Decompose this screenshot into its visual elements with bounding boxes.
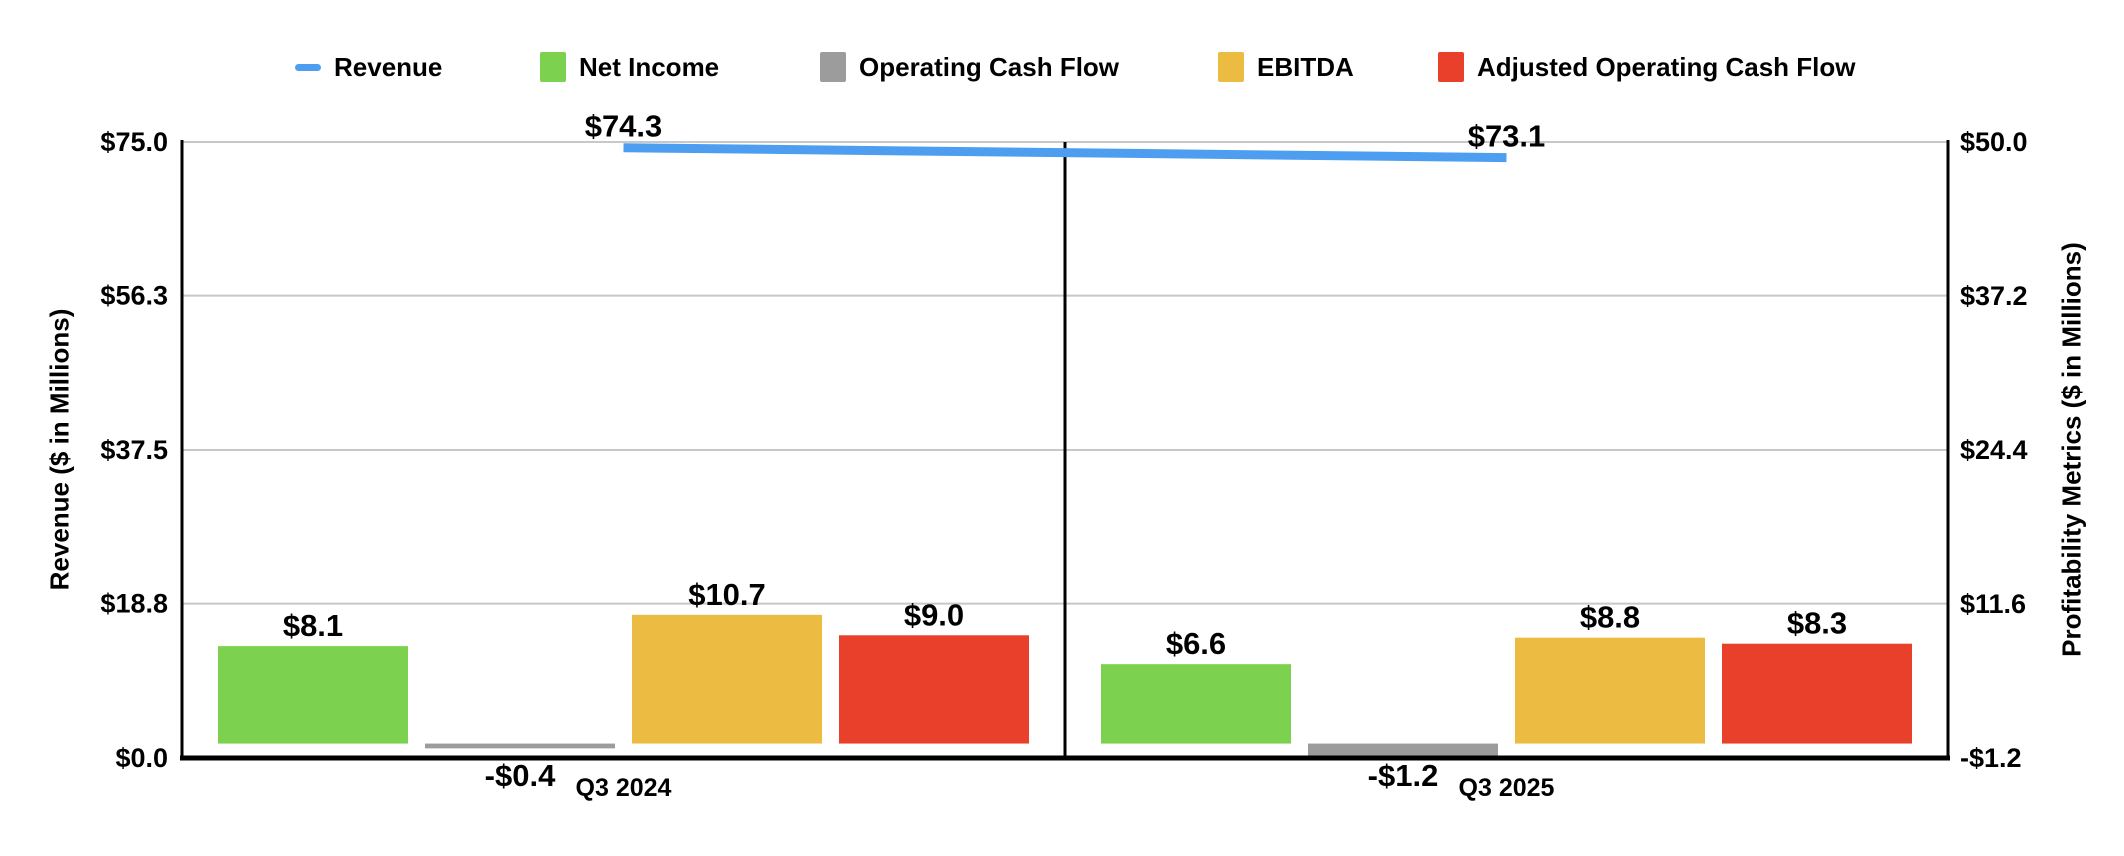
left-axis-tick: $56.3: [100, 281, 168, 311]
line-value-label: $74.3: [585, 109, 663, 144]
left-axis-tick: $37.5: [100, 435, 168, 465]
bar-ebitda-q3-2024[interactable]: [632, 614, 822, 744]
legend: Revenue Net Income Operating Cash Flow E…: [0, 0, 2124, 100]
net-income-swatch-icon: [540, 52, 566, 82]
adjusted-operating-cash-flow-swatch-icon: [1438, 52, 1464, 82]
line-value-label: $73.1: [1468, 119, 1546, 154]
bar-value-label: $8.3: [1787, 606, 1847, 641]
bar-operating-cash-flow-q3-2024[interactable]: [425, 743, 615, 749]
legend-label: Net Income: [579, 51, 720, 82]
right-axis-tick: $24.4: [1960, 435, 2028, 465]
bar-value-label: $9.0: [904, 597, 964, 632]
legend-label: EBITDA: [1257, 51, 1354, 82]
x-axis-label: Q3 2024: [576, 774, 672, 802]
right-axis-tick: $11.6: [1960, 589, 2026, 619]
legend-item-operating-cash-flow[interactable]: Operating Cash Flow: [820, 50, 1119, 84]
legend-label: Revenue: [334, 51, 443, 82]
bar-net-income-q3-2025[interactable]: [1101, 664, 1291, 744]
right-axis-tick: $50.0: [1960, 127, 2028, 157]
right-axis-tick: -$1.2: [1960, 743, 2022, 773]
revenue-line-swatch-icon: [295, 63, 321, 71]
bar-operating-cash-flow-q3-2025[interactable]: [1308, 743, 1498, 758]
legend-label: Adjusted Operating Cash Flow: [1477, 51, 1856, 82]
revenue-line[interactable]: [623, 143, 1507, 163]
ebitda-swatch-icon: [1218, 52, 1244, 82]
bar-value-label: $8.1: [283, 608, 343, 643]
legend-label: Operating Cash Flow: [859, 51, 1120, 82]
legend-item-adjusted-operating-cash-flow[interactable]: Adjusted Operating Cash Flow: [1438, 50, 1855, 84]
legend-item-net-income[interactable]: Net Income: [540, 50, 719, 84]
right-axis-tick: $37.2: [1960, 281, 2028, 311]
bar-value-label: $10.7: [688, 577, 766, 612]
bar-adjusted-operating-cash-flow-q3-2025[interactable]: [1722, 643, 1912, 744]
bar-value-label: -$0.4: [485, 758, 556, 793]
bar-value-label: -$1.2: [1368, 758, 1439, 793]
bar-value-label: $6.6: [1166, 626, 1226, 661]
left-axis-tick: $18.8: [100, 589, 168, 619]
legend-item-revenue[interactable]: Revenue: [295, 50, 442, 84]
bar-value-label: $8.8: [1580, 600, 1640, 635]
left-axis-tick: $0.0: [115, 743, 168, 773]
operating-cash-flow-swatch-icon: [820, 52, 846, 82]
bar-adjusted-operating-cash-flow-q3-2024[interactable]: [839, 635, 1029, 744]
legend-item-ebitda[interactable]: EBITDA: [1218, 50, 1354, 84]
left-axis-tick: $75.0: [100, 127, 168, 157]
bar-ebitda-q3-2025[interactable]: [1515, 637, 1705, 744]
x-axis-label: Q3 2025: [1459, 774, 1555, 802]
bar-net-income-q3-2024[interactable]: [218, 646, 408, 744]
